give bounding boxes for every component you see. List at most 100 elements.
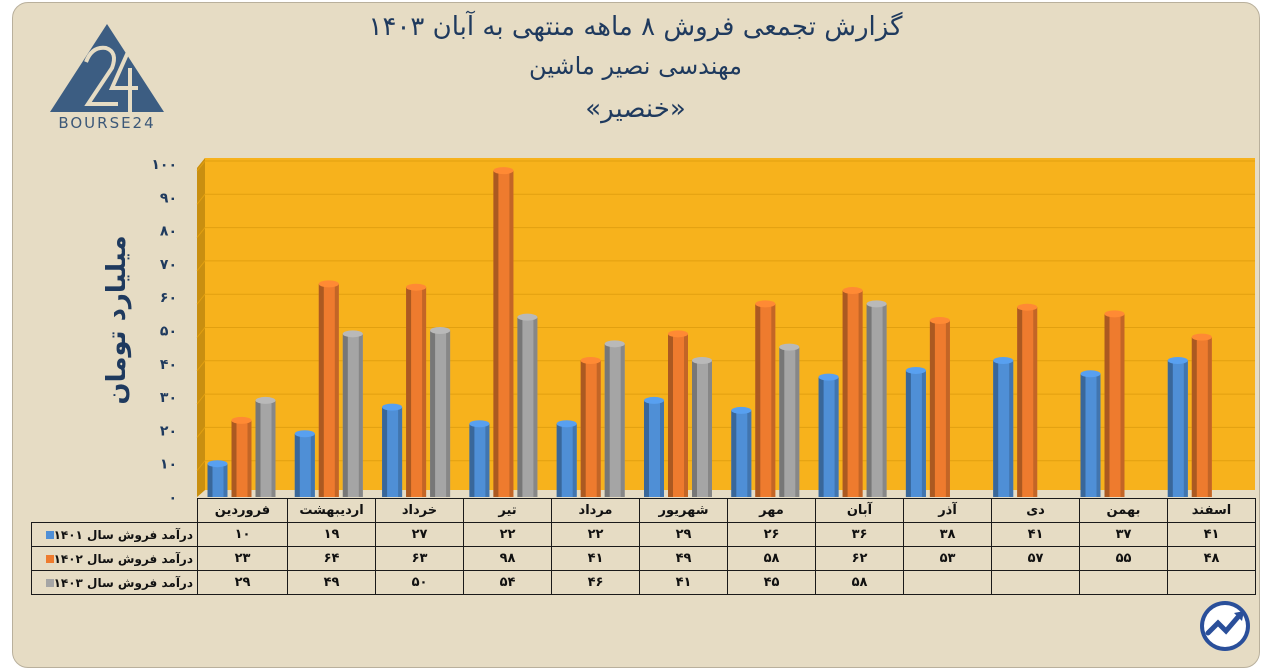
category-label: مرداد: [551, 498, 640, 523]
table-cell: ۹۸: [463, 546, 552, 571]
legend-swatch: [45, 531, 54, 539]
y-tick-label: ۳۰: [160, 390, 177, 406]
table-cell: ۵۸: [727, 546, 816, 571]
table-cell: ۳۶: [815, 522, 904, 547]
bar-2-5: [668, 330, 688, 497]
y-tick-label: ۵۰: [160, 324, 177, 340]
legend-entry: درآمد فروش سال ۱۴۰۱: [31, 522, 198, 547]
category-label: آبان: [815, 498, 904, 523]
bar-2-0: [231, 416, 252, 497]
table-cell: ۴۱: [1167, 522, 1256, 547]
bar-2-4: [580, 356, 601, 497]
bar-1-10: [1080, 370, 1101, 497]
bar-3-0: [255, 396, 276, 497]
category-label: شهریور: [639, 498, 728, 523]
category-label: اردیبهشت: [287, 498, 376, 523]
y-tick-label: ۷۰: [160, 257, 177, 273]
category-label: تیر: [463, 498, 552, 523]
gridline: [196, 360, 1255, 372]
company-name: مهندسی نصیر ماشین: [529, 52, 742, 80]
logo-text: BOURSE24: [58, 114, 156, 132]
gridline: [196, 160, 1255, 172]
gridline: [196, 393, 1255, 405]
legend-entry: درآمد فروش سال ۱۴۰۲: [31, 546, 198, 571]
table-cell: ۲۳: [197, 546, 288, 571]
y-tick-label: ۲۰: [160, 423, 177, 439]
bourse24-logo-icon: [50, 24, 164, 114]
table-corner: [32, 499, 198, 523]
table-cell: ۲۷: [375, 522, 464, 547]
y-tick-label: ۱۰: [160, 457, 177, 473]
bar-3-5: [692, 356, 712, 497]
table-cell: ۲۹: [197, 570, 288, 595]
table-cell: ۲۹: [639, 522, 728, 547]
legend-swatch: [45, 555, 54, 563]
table-cell: ۶۳: [375, 546, 464, 571]
bar-2-7: [842, 287, 863, 497]
data-table: فروردین اردیبهشت خرداد تیر مرداد شهریور مهر آبا…: [31, 498, 1256, 595]
bar-1-1: [294, 430, 315, 497]
bar-2-10: [1104, 310, 1125, 497]
category-label: بهمن: [1079, 498, 1168, 523]
bar-3-7: [866, 300, 887, 497]
category-label: مهر: [727, 498, 816, 523]
y-axis-title: میلیارد تومان: [102, 235, 132, 405]
y-tick-label: ۹۰: [160, 190, 177, 206]
table-cell: ۳۸: [903, 522, 992, 547]
category-label: دی: [991, 498, 1080, 523]
table-cell: ۱۹: [287, 522, 376, 547]
table-cell: ۵۰: [375, 570, 464, 595]
legend-entry: درآمد فروش سال ۱۴۰۳: [31, 570, 198, 595]
gridline: [196, 227, 1255, 238]
bar-1-2: [382, 403, 403, 497]
table-cell: ۴۵: [727, 570, 816, 595]
gridline: [196, 426, 1255, 438]
category-label: آذر: [903, 498, 992, 523]
table-cell: ۵۸: [815, 570, 904, 595]
category-label: فروردین: [197, 498, 288, 523]
bar-1-0: [207, 460, 228, 497]
gridline: [196, 293, 1255, 305]
table-cell: [991, 570, 1080, 595]
series-name: درآمد فروش سال ۱۴۰۲: [53, 551, 193, 566]
bar-3-3: [517, 313, 538, 497]
bar-1-3: [469, 420, 490, 497]
y-tick-label: ۴۰: [160, 357, 177, 373]
table-cell: ۵۴: [463, 570, 552, 595]
gridline: [196, 193, 1255, 205]
table-cell: ۴۱: [551, 546, 640, 571]
bar-1-4: [556, 420, 577, 497]
table-cell: ۲۶: [727, 522, 816, 547]
bar-3-2: [430, 327, 451, 497]
ticker-symbol: «خنصیر»: [585, 94, 686, 124]
y-tick-label: ۰: [168, 490, 177, 506]
chart-title: گزارش تجمعی فروش ۸ ماهه منتهی به آبان ۱۴…: [368, 12, 903, 42]
bar-2-3: [493, 167, 514, 497]
bar-3-4: [604, 340, 625, 497]
bar-2-2: [406, 283, 427, 497]
bar-1-8: [905, 366, 926, 497]
y-tick-label: ۸۰: [160, 224, 177, 240]
category-label: اسفند: [1167, 498, 1256, 523]
table-cell: ۴۹: [639, 546, 728, 571]
bar-1-9: [993, 356, 1014, 497]
bar-2-9: [1017, 303, 1038, 497]
table-cell: ۴۹: [287, 570, 376, 595]
gridline: [196, 327, 1255, 338]
trend-logo-icon: [1200, 601, 1250, 651]
bar-2-11: [1191, 333, 1212, 497]
y-tick-label: ۶۰: [160, 290, 177, 306]
table-cell: ۴۸: [1167, 546, 1256, 571]
legend-swatch: [45, 579, 54, 587]
series-name: درآمد فروش سال ۱۴۰۱: [53, 527, 193, 542]
bar-2-6: [755, 300, 776, 497]
gridline: [196, 460, 1255, 472]
table-cell: ۵۷: [991, 546, 1080, 571]
bar-1-5: [644, 396, 664, 497]
table-cell: ۵۳: [903, 546, 992, 571]
table-cell: [1167, 570, 1256, 595]
table-cell: ۴۱: [991, 522, 1080, 547]
table-cell: ۴۱: [639, 570, 728, 595]
table-cell: ۵۵: [1079, 546, 1168, 571]
